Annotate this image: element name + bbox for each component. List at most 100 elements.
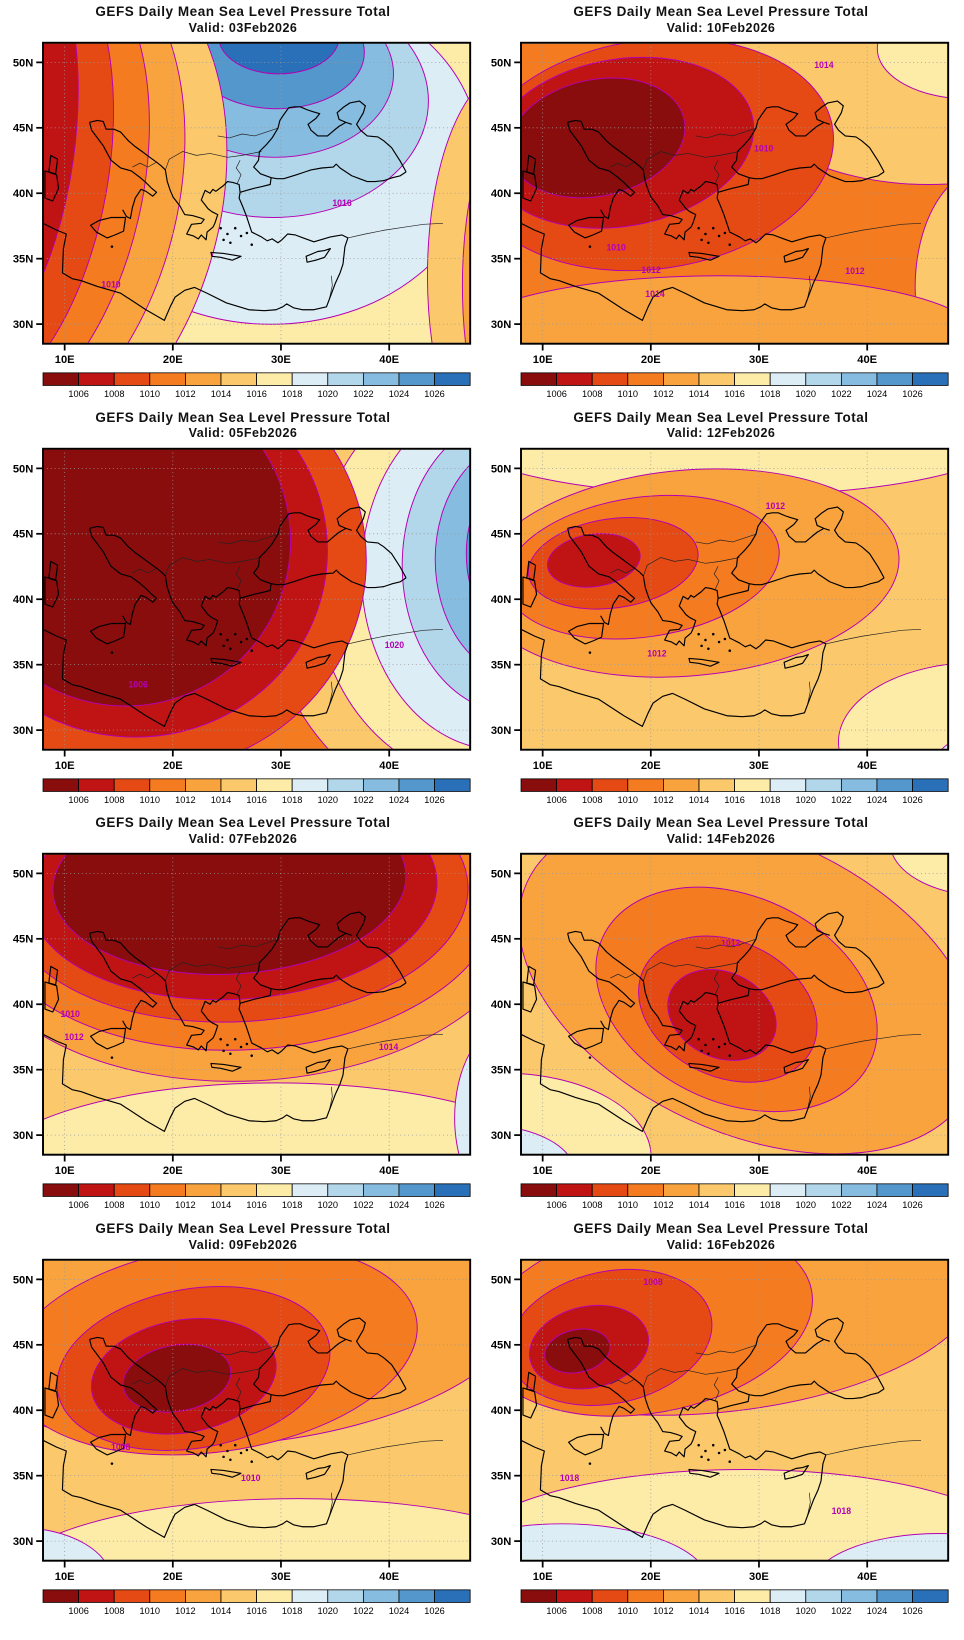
colorbar-label: 1012 bbox=[653, 1606, 674, 1616]
colorbar-label: 1008 bbox=[582, 1606, 603, 1616]
island-dot bbox=[704, 1044, 707, 1047]
colorbar-label: 1006 bbox=[68, 1200, 89, 1210]
colorbar-label: 1022 bbox=[831, 389, 852, 399]
lat-label: 50N bbox=[491, 1274, 511, 1286]
colorbar-segment bbox=[113, 1183, 151, 1198]
pressure-contour-band bbox=[876, 43, 948, 98]
colorbar-segment bbox=[627, 372, 664, 386]
island-dot bbox=[233, 1038, 237, 1041]
lat-label: 30N bbox=[13, 1130, 33, 1142]
lon-label: 20E bbox=[163, 1165, 183, 1177]
panel-valid-date: Valid: 03Feb2026 bbox=[188, 20, 298, 35]
pressure-field: 1010 1012 1014 bbox=[43, 855, 470, 1155]
pressure-field: 1008 1010 bbox=[43, 1260, 470, 1560]
lon-label: 40E bbox=[857, 1571, 877, 1583]
lon-label: 20E bbox=[641, 1165, 661, 1177]
map-panel-09feb: GEFS Daily Mean Sea Level Pressure Total… bbox=[10, 1221, 476, 1623]
colorbar-label: 1010 bbox=[140, 1606, 161, 1616]
lon-label: 20E bbox=[641, 354, 661, 366]
colorbar: 1006 1008 1010 1012 1014 1016 1018 1020 1022 1024… bbox=[42, 1589, 471, 1616]
lon-label: 40E bbox=[857, 760, 877, 772]
island-dot bbox=[723, 1448, 727, 1452]
lon-label: 30E bbox=[749, 1165, 769, 1177]
axis-labels: 50N 45N 40N 35N 30N 10E 20E 30E 40E bbox=[491, 463, 877, 772]
colorbar-segment bbox=[520, 372, 558, 386]
pressure-map: 1010 1012 1014 50N 45N 40N 35N 30N 10E 20E 30E 40E 1… bbox=[10, 846, 476, 1217]
contour-label: 1008 bbox=[111, 1442, 131, 1452]
island-dot bbox=[239, 1451, 243, 1455]
colorbar-segment bbox=[327, 778, 364, 792]
panel-valid-date: Valid: 12Feb2026 bbox=[666, 426, 776, 441]
colorbar-segment bbox=[78, 778, 115, 792]
colorbar-segment bbox=[876, 372, 913, 386]
island-dot bbox=[711, 1444, 715, 1447]
map-svg: 1008 1018 1018 50N 45N 40N 35N 30N 10E 20E 30E 40E 1… bbox=[491, 1258, 950, 1616]
colorbar-label: 1018 bbox=[282, 795, 303, 805]
pressure-map: 1020 1006 50N 45N 40N 35N 30N 10E 20E 30E 40E 1006 1… bbox=[10, 441, 476, 812]
pressure-map: 1014 1010 1010 1012 1014 1012 50N 45N 40N 35N 30N 1… bbox=[488, 35, 954, 406]
lat-label: 40N bbox=[13, 1405, 33, 1417]
colorbar-label: 1014 bbox=[211, 1606, 232, 1616]
panel-title: GEFS Daily Mean Sea Level Pressure Total bbox=[95, 1221, 391, 1237]
colorbar-segment bbox=[805, 1183, 842, 1198]
colorbar-segment bbox=[876, 1589, 913, 1603]
lat-label: 40N bbox=[13, 999, 33, 1011]
colorbar-label: 1026 bbox=[902, 1200, 923, 1210]
colorbar-label: 1006 bbox=[546, 795, 567, 805]
contour-label: 1016 bbox=[332, 198, 352, 208]
colorbar-segment bbox=[113, 778, 151, 792]
lat-label: 50N bbox=[491, 869, 511, 881]
colorbar-label: 1022 bbox=[353, 389, 374, 399]
axis-labels: 50N 45N 40N 35N 30N 10E 20E 30E 40E bbox=[13, 57, 399, 366]
latlon-grid bbox=[43, 449, 470, 749]
colorbar-segment bbox=[805, 778, 842, 792]
colorbar-segment bbox=[220, 372, 257, 386]
colorbar-label: 1026 bbox=[424, 795, 445, 805]
colorbar-segment bbox=[769, 1589, 807, 1603]
island-dot bbox=[250, 1460, 253, 1464]
island-dot bbox=[110, 245, 114, 248]
lon-label: 30E bbox=[271, 354, 291, 366]
colorbar-label: 1024 bbox=[389, 795, 410, 805]
contour-label: 1012 bbox=[647, 648, 667, 658]
colorbar-segment bbox=[556, 1183, 593, 1198]
colorbar-label: 1022 bbox=[831, 795, 852, 805]
pressure-contour-band bbox=[43, 1498, 470, 1560]
lon-label: 30E bbox=[749, 760, 769, 772]
pressure-contour-band bbox=[43, 43, 79, 343]
pressure-contour-band bbox=[465, 523, 470, 583]
colorbar-label: 1026 bbox=[902, 389, 923, 399]
lat-label: 45N bbox=[13, 934, 33, 946]
colorbar-label: 1006 bbox=[68, 795, 89, 805]
colorbar-segment bbox=[362, 1183, 400, 1198]
lat-label: 30N bbox=[491, 1130, 511, 1142]
panel-valid-date: Valid: 16Feb2026 bbox=[666, 1237, 776, 1252]
pressure-contour-band bbox=[838, 663, 948, 749]
island-dot bbox=[245, 231, 249, 235]
lon-label: 30E bbox=[271, 760, 291, 772]
colorbar-segment bbox=[769, 1183, 807, 1198]
coastlines bbox=[43, 1317, 407, 1539]
contour-label: 1014 bbox=[379, 1042, 399, 1052]
island-dot bbox=[250, 649, 253, 652]
colorbar-label: 1012 bbox=[175, 1200, 196, 1210]
panel-title: GEFS Daily Mean Sea Level Pressure Total bbox=[95, 4, 391, 19]
island-dot bbox=[233, 226, 237, 230]
axis-labels: 50N 45N 40N 35N 30N 10E 20E 30E 40E bbox=[491, 869, 877, 1178]
pressure-field: 1008 1018 1018 bbox=[521, 1260, 948, 1560]
lat-label: 35N bbox=[491, 1065, 511, 1077]
colorbar-segment bbox=[591, 778, 629, 792]
colorbar-segment bbox=[434, 1589, 471, 1603]
colorbar-segment bbox=[78, 1589, 115, 1603]
axis-ticks bbox=[36, 467, 391, 757]
contour-label: 1012 bbox=[766, 501, 786, 511]
lat-label: 45N bbox=[13, 1340, 33, 1352]
colorbar-label: 1016 bbox=[246, 389, 267, 399]
axis-labels: 50N 45N 40N 35N 30N 10E 20E 30E 40E bbox=[13, 869, 399, 1178]
island-dot bbox=[728, 1054, 731, 1058]
pressure-field: 1012 bbox=[521, 855, 948, 1155]
colorbar-label: 1008 bbox=[104, 1200, 125, 1210]
colorbar-label: 1026 bbox=[902, 795, 923, 805]
lat-label: 35N bbox=[491, 253, 511, 265]
